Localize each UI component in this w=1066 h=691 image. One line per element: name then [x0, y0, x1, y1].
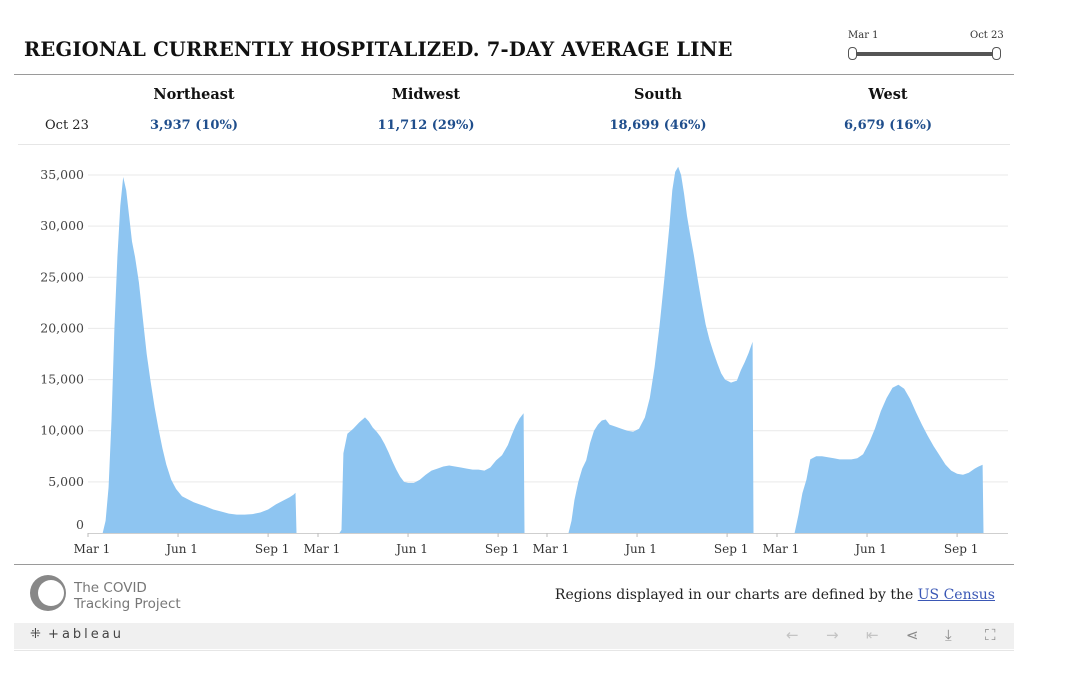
tableau-toolbar: ⁜ +ableau ← → ⇤ ⋖ ⤓ ⛶ — [14, 623, 1014, 649]
undo-icon[interactable]: ← — [786, 626, 799, 644]
y-tick-label: 0 — [76, 517, 84, 532]
chart-title: REGIONAL CURRENTLY HOSPITALIZED. 7-DAY A… — [24, 38, 733, 61]
slider-start-label: Mar 1 — [848, 30, 879, 41]
region-value-northeast[interactable]: 3,937 (10%) — [150, 118, 238, 133]
x-tick-label: Mar 1 — [763, 542, 800, 556]
x-tick-label: Sep 1 — [255, 542, 289, 556]
x-tick-label: Mar 1 — [304, 542, 341, 556]
logo-wordmark: The COVID Tracking Project — [74, 580, 181, 612]
x-tick-label: Sep 1 — [714, 542, 748, 556]
summary-divider — [18, 144, 1010, 145]
y-tick-label: 35,000 — [40, 167, 84, 182]
download-icon[interactable]: ⤓ — [945, 626, 952, 644]
summary-date: Oct 23 — [45, 118, 89, 133]
x-tick-label: Jun 1 — [623, 542, 657, 556]
census-note-text: Regions displayed in our charts are defi… — [554, 587, 918, 603]
y-tick-label: 25,000 — [40, 269, 84, 284]
share-icon[interactable]: ⋖ — [906, 626, 919, 644]
covid-tracking-project-logo[interactable] — [28, 571, 68, 615]
chart-bottom-divider — [14, 564, 1014, 565]
census-note: Regions displayed in our charts are defi… — [555, 587, 995, 603]
logo-line-2: Tracking Project — [74, 596, 181, 612]
x-tick-label: Mar 1 — [74, 542, 111, 556]
region-name-midwest: Midwest — [391, 86, 461, 103]
area-series-midwest[interactable] — [318, 413, 525, 533]
logo-line-1: The COVID — [74, 580, 147, 596]
x-tick-label: Mar 1 — [533, 542, 570, 556]
redo-icon[interactable]: → — [826, 626, 839, 644]
region-name-northeast: Northeast — [153, 86, 235, 103]
fullscreen-icon[interactable]: ⛶ — [985, 626, 996, 644]
slider-start-handle[interactable] — [848, 47, 857, 60]
region-value-west[interactable]: 6,679 (16%) — [844, 118, 932, 133]
y-tick-label: 15,000 — [40, 372, 84, 387]
x-tick-label: Sep 1 — [944, 542, 978, 556]
area-series-northeast[interactable] — [88, 177, 297, 533]
tableau-logo[interactable]: ⁜ +ableau — [30, 627, 124, 642]
area-series-south[interactable] — [547, 166, 754, 534]
y-tick-label: 20,000 — [40, 320, 84, 335]
tableau-wordmark: +ableau — [48, 627, 124, 642]
slider-end-label: Oct 23 — [970, 30, 1004, 41]
x-tick-label: Jun 1 — [164, 542, 198, 556]
y-tick-label: 5,000 — [48, 474, 84, 489]
revert-icon[interactable]: ⇤ — [866, 626, 879, 644]
y-tick-label: 30,000 — [40, 218, 84, 233]
slider-end-handle[interactable] — [992, 47, 1001, 60]
x-tick-label: Jun 1 — [394, 542, 428, 556]
toolbar-bottom-divider — [14, 650, 1014, 651]
region-name-west: West — [868, 86, 908, 103]
header-divider — [14, 74, 1014, 75]
tableau-mark-icon: ⁜ — [30, 627, 41, 642]
region-value-midwest[interactable]: 11,712 (29%) — [377, 118, 475, 133]
x-tick-label: Jun 1 — [853, 542, 887, 556]
y-tick-label: 10,000 — [40, 423, 84, 438]
region-value-south[interactable]: 18,699 (46%) — [609, 118, 707, 133]
slider-track[interactable] — [852, 52, 998, 56]
us-census-link[interactable]: US Census — [917, 587, 995, 603]
area-series-west[interactable] — [777, 384, 984, 533]
x-tick-label: Sep 1 — [485, 542, 519, 556]
region-name-south: South — [634, 86, 682, 103]
